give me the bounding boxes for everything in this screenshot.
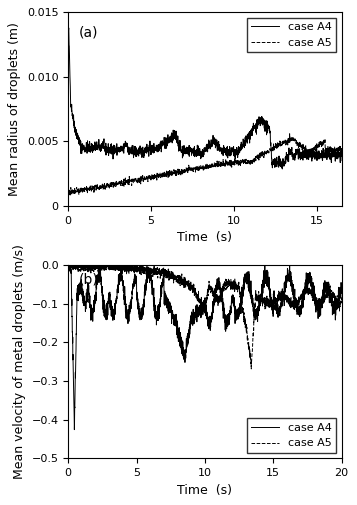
case A4 — [280, 166, 285, 172]
case A4 — [310, 281, 315, 287]
case A5 — [255, 154, 259, 160]
Y-axis label: Mean radius of droplets (m): Mean radius of droplets (m) — [8, 22, 21, 196]
case A4 — [219, 288, 223, 294]
Text: (b): (b) — [79, 273, 99, 286]
Line: case A5: case A5 — [68, 134, 342, 195]
case A4 — [206, 141, 210, 147]
case A5 — [287, 131, 292, 137]
case A4 — [71, 112, 76, 118]
case A5 — [219, 296, 223, 302]
case A4 — [66, 27, 70, 33]
case A4 — [115, 145, 120, 151]
case A4 — [172, 322, 176, 328]
Y-axis label: Mean velocity of metal droplets (m/s): Mean velocity of metal droplets (m/s) — [13, 244, 26, 479]
Legend: case A4, case A5: case A4, case A5 — [247, 418, 336, 453]
case A5 — [289, 300, 293, 306]
Line: case A4: case A4 — [68, 265, 342, 430]
case A4 — [340, 154, 344, 160]
case A5 — [340, 145, 344, 152]
case A5 — [322, 139, 327, 145]
case A4 — [255, 123, 259, 129]
case A5 — [71, 190, 76, 196]
Line: case A5: case A5 — [68, 265, 342, 369]
case A5 — [310, 288, 315, 294]
case A5 — [67, 262, 71, 268]
case A4 — [66, 262, 70, 268]
case A5 — [206, 165, 210, 171]
X-axis label: Time  (s): Time (s) — [177, 484, 232, 496]
case A5 — [249, 366, 253, 372]
case A5 — [115, 180, 120, 186]
case A5 — [340, 299, 344, 306]
case A4 — [322, 149, 327, 156]
case A5 — [172, 273, 176, 279]
Text: (a): (a) — [79, 26, 99, 40]
case A5 — [68, 192, 72, 198]
Line: case A4: case A4 — [68, 28, 342, 169]
case A5 — [190, 167, 194, 173]
case A4 — [67, 25, 71, 31]
case A4 — [190, 147, 194, 153]
case A5 — [66, 263, 70, 269]
case A5 — [72, 262, 76, 268]
case A4 — [72, 427, 76, 433]
case A4 — [300, 302, 304, 308]
case A4 — [340, 282, 344, 288]
X-axis label: Time  (s): Time (s) — [177, 231, 232, 244]
case A4 — [289, 283, 293, 289]
Legend: case A4, case A5: case A4, case A5 — [247, 18, 336, 53]
case A5 — [66, 190, 70, 196]
case A5 — [300, 293, 305, 299]
case A4 — [72, 396, 76, 402]
